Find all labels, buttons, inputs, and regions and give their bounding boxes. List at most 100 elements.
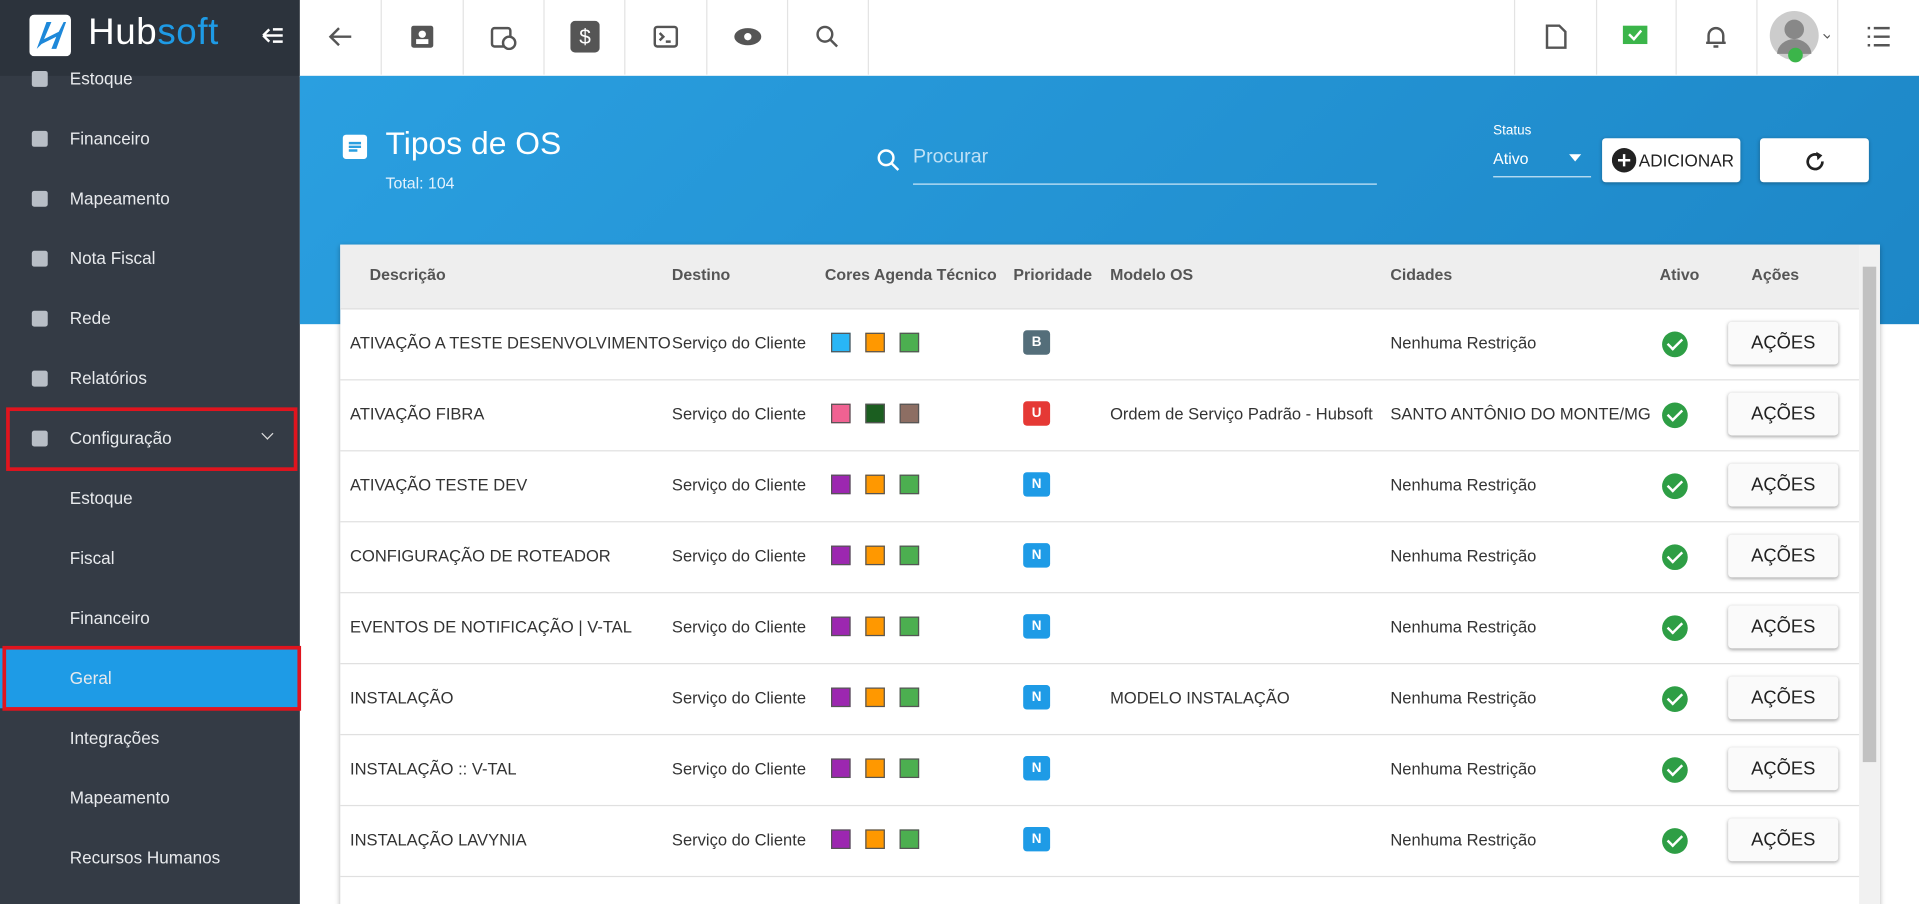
sidebar-label: Financeiro — [70, 588, 150, 648]
color-swatch — [865, 687, 885, 707]
terminal-button[interactable] — [625, 0, 707, 75]
column-header[interactable]: Modelo OS — [1110, 245, 1193, 309]
priority-badge: N — [1023, 614, 1050, 638]
status-select[interactable]: Ativo — [1493, 149, 1591, 177]
actions-button[interactable]: AÇÕES — [1728, 393, 1838, 436]
sidebar-subitem[interactable]: Integrações — [0, 708, 300, 768]
priority-badge: N — [1023, 472, 1050, 496]
sidebar-subitem[interactable]: Geral — [0, 648, 300, 708]
sidebar: Hubsoft EstoqueFinanceiroMapeamentoNota … — [0, 0, 300, 904]
description: INSTALAÇÃO :: V-TAL — [350, 734, 517, 805]
sidebar-label: Nota Fiscal — [70, 229, 156, 289]
sidebar-label: Rede — [70, 289, 111, 349]
total-count: Total: 104 — [386, 174, 455, 192]
column-header[interactable]: Descrição — [370, 245, 446, 309]
color-swatch — [865, 546, 885, 566]
active-icon — [1662, 615, 1688, 641]
column-header[interactable]: Cidades — [1390, 245, 1452, 309]
collapse-icon[interactable] — [262, 27, 284, 44]
table-row: CONFIGURAÇÃO DE ROTEADORServiço do Clien… — [340, 521, 1859, 593]
actions-button[interactable]: AÇÕES — [1728, 818, 1838, 861]
refresh-button[interactable] — [1760, 138, 1869, 182]
logo-text: Hubsoft — [88, 12, 219, 54]
destination: Serviço do Cliente — [672, 734, 806, 805]
menu-button[interactable] — [1838, 0, 1919, 75]
destination: Serviço do Cliente — [672, 379, 806, 450]
cities: Nenhuma Restrição — [1390, 521, 1536, 592]
description: ATIVAÇÃO FIBRA — [350, 379, 484, 450]
add-button[interactable]: ADICIONAR — [1602, 138, 1740, 182]
color-swatch — [831, 829, 851, 849]
sidebar-icon — [32, 131, 48, 147]
destination: Serviço do Cliente — [672, 663, 806, 734]
sidebar-subitem[interactable]: Estoque — [0, 469, 300, 529]
description: ATIVAÇÃO TESTE DEV — [350, 450, 527, 521]
sidebar-item[interactable]: Rede — [0, 289, 300, 349]
actions-button[interactable]: AÇÕES — [1728, 676, 1838, 719]
sidebar-subitem[interactable]: Fiscal — [0, 528, 300, 588]
active-icon — [1662, 544, 1688, 570]
sidebar-label: Financeiro — [70, 109, 150, 169]
highlight-box — [6, 407, 297, 471]
sidebar-subitem[interactable]: Mapeamento — [0, 768, 300, 828]
schedule-button[interactable] — [463, 0, 545, 75]
svg-text:$: $ — [579, 26, 591, 49]
color-swatch — [831, 617, 851, 637]
scroll-thumb[interactable] — [1863, 267, 1876, 762]
sidebar-item[interactable]: Configuração — [0, 409, 300, 469]
table-row: ATIVAÇÃO TESTE DEVServiço do ClienteNNen… — [340, 450, 1859, 522]
sidebar-label: Integrações — [70, 708, 160, 768]
search-button[interactable] — [787, 0, 869, 75]
column-header[interactable]: Cores Agenda Técnico — [825, 245, 997, 309]
notifications-button[interactable] — [1676, 0, 1758, 75]
search-input[interactable]: Procurar — [913, 147, 1377, 185]
sidebar-item[interactable]: Nota Fiscal — [0, 229, 300, 289]
actions-button[interactable]: AÇÕES — [1728, 464, 1838, 507]
back-button[interactable] — [300, 0, 382, 75]
check-mark — [1667, 334, 1683, 350]
sidebar-item[interactable]: Mapeamento — [0, 169, 300, 229]
color-swatch — [831, 333, 851, 353]
view-button[interactable] — [706, 0, 788, 75]
active-icon — [1662, 332, 1688, 358]
actions-button[interactable]: AÇÕES — [1728, 322, 1838, 365]
logo-part: soft — [157, 12, 219, 52]
sidebar-subitem[interactable]: Recursos Humanos — [0, 828, 300, 888]
color-swatch — [900, 333, 920, 353]
cities: Nenhuma Restrição — [1390, 734, 1536, 805]
description: INSTALAÇÃO — [350, 663, 453, 734]
scrollbar[interactable] — [1859, 245, 1880, 904]
actions-button[interactable]: AÇÕES — [1728, 535, 1838, 578]
description: CONFIGURAÇÃO DE ROTEADOR — [350, 521, 611, 592]
priority-badge: N — [1023, 685, 1050, 709]
sidebar-item[interactable]: Relatórios — [0, 349, 300, 409]
os-model: MODELO INSTALAÇÃO — [1110, 663, 1290, 734]
sidebar-label: Estoque — [70, 469, 133, 529]
sidebar-subitem[interactable]: Financeiro — [0, 588, 300, 648]
sidebar-item[interactable]: Estoque — [0, 49, 300, 109]
check-mark — [1667, 476, 1683, 492]
client-button[interactable] — [382, 0, 464, 75]
actions-button[interactable]: AÇÕES — [1728, 606, 1838, 649]
chat-button[interactable] — [1595, 0, 1677, 75]
priority-badge: B — [1023, 330, 1050, 354]
user-button[interactable] — [1756, 0, 1838, 75]
column-header[interactable]: Prioridade — [1013, 245, 1092, 309]
sidebar-item[interactable]: Financeiro — [0, 109, 300, 169]
priority-badge: N — [1023, 756, 1050, 780]
sidebar-icon — [32, 71, 48, 87]
color-swatch — [865, 404, 885, 424]
actions-button[interactable]: AÇÕES — [1728, 747, 1838, 790]
column-header[interactable]: Destino — [672, 245, 730, 309]
description: ATIVAÇÃO A TESTE DESENVOLVIMENTO — [350, 308, 671, 379]
pdf-button[interactable] — [1514, 0, 1597, 75]
description: INSTALAÇÃO LAVYNIA — [350, 805, 527, 876]
sidebar-label: Mapeamento — [70, 169, 170, 229]
check-mark — [1667, 689, 1683, 705]
cities: Nenhuma Restrição — [1390, 450, 1536, 521]
sidebar-icon — [32, 311, 48, 327]
color-swatch — [900, 475, 920, 495]
table-row: EVENTOS DE NOTIFICAÇÃO | V-TALServiço do… — [340, 592, 1859, 664]
finance-button[interactable]: $ — [543, 0, 625, 75]
destination: Serviço do Cliente — [672, 592, 806, 663]
